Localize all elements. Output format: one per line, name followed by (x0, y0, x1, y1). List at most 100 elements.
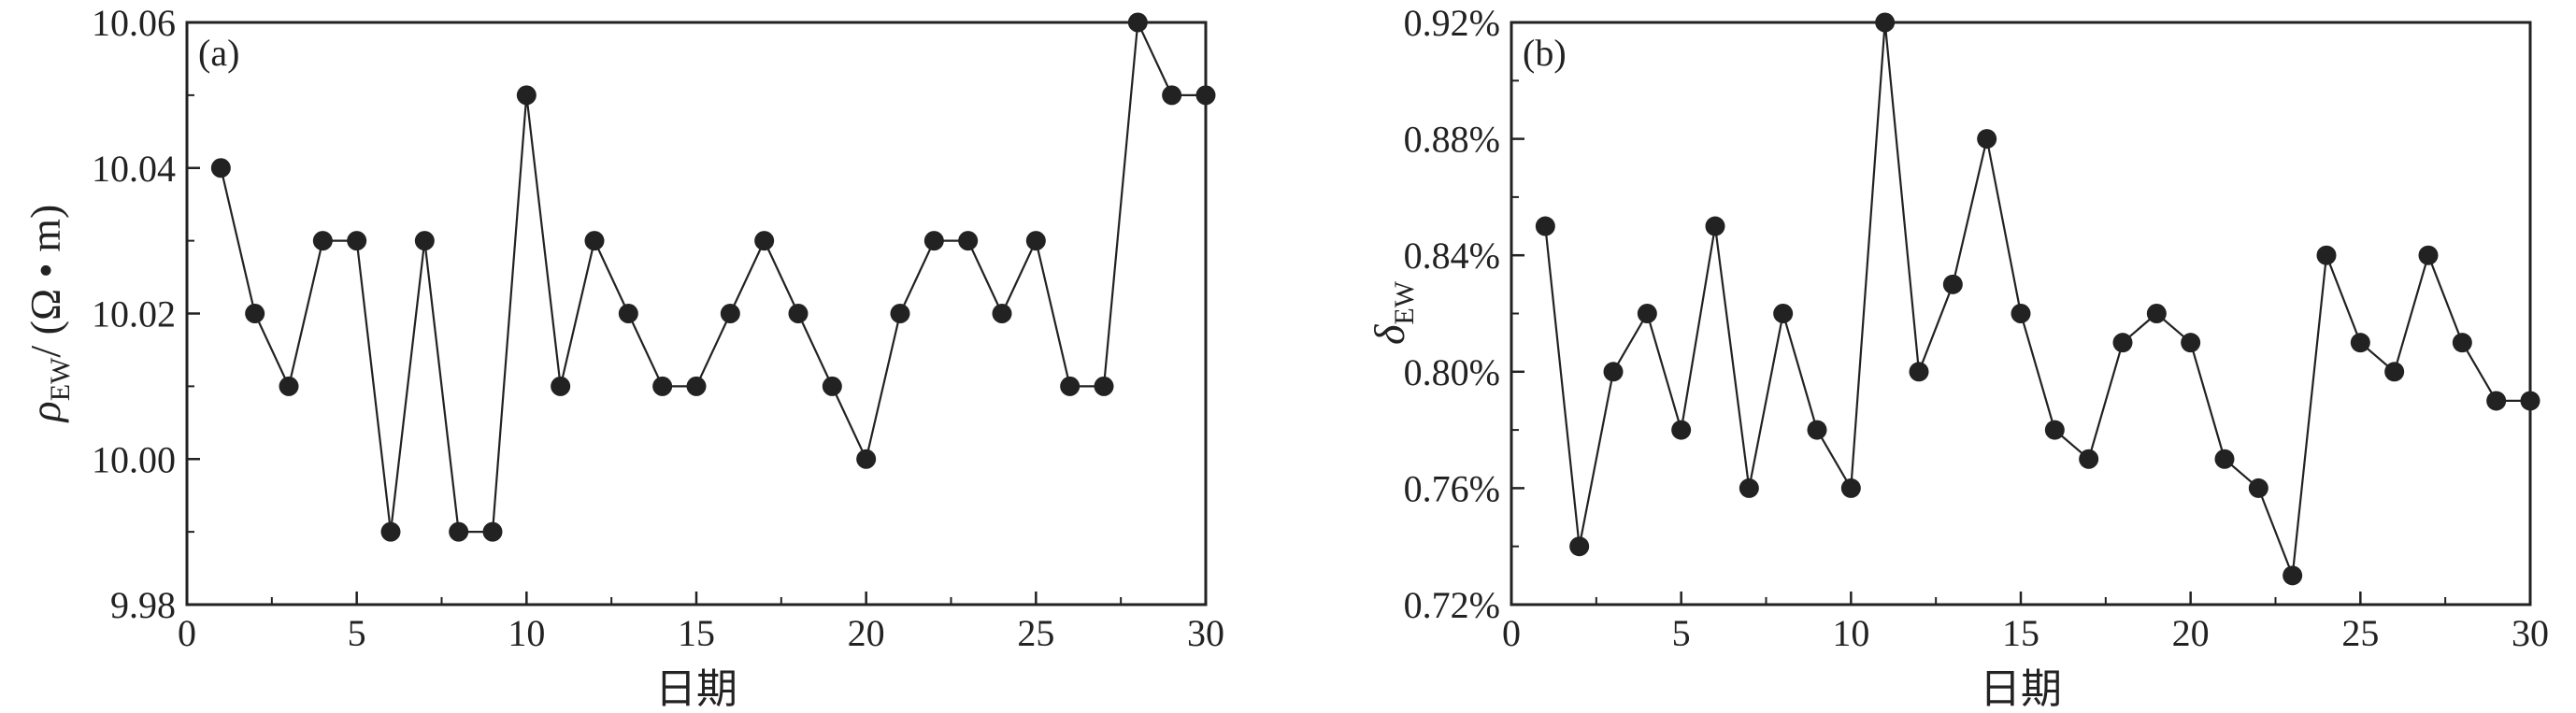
x-tick-label-b: 15 (2002, 612, 2039, 654)
data-point-a (652, 376, 673, 396)
x-tick-label-a: 5 (348, 612, 366, 654)
y-tick-label-b: 0.76% (1404, 467, 1500, 509)
ticks-b: 0 5 10 15 20 25 30 0.72% 0.76% 0.80% 0.84% 0.88% 0.9… (1404, 2, 2549, 654)
chart-panel-b: (b) 日期 δEW 0 5 10 15 20 25 30 0.72% 0.76% 0.80% 0.… (1366, 2, 2549, 713)
data-point-a (856, 449, 877, 469)
data-point-b (1637, 304, 1657, 323)
data-point-b (2044, 420, 2065, 440)
x-tick-label-b: 20 (2172, 612, 2210, 654)
data-point-b (1603, 362, 1624, 382)
data-point-a (584, 231, 605, 251)
data-point-b (1705, 216, 1725, 236)
x-tick-label-a: 0 (178, 612, 196, 654)
x-tick-label-b: 25 (2341, 612, 2379, 654)
data-point-a (210, 158, 231, 178)
y-tick-label-a: 10.06 (92, 2, 176, 44)
x-tick-label-a: 25 (1017, 612, 1054, 654)
y-tick-label-b: 0.80% (1404, 351, 1500, 393)
data-point-b (1535, 216, 1555, 236)
data-point-b (2452, 333, 2472, 353)
panel-label-a: (a) (198, 32, 239, 74)
data-point-b (2079, 449, 2099, 469)
data-point-b (2418, 245, 2439, 265)
data-point-b (1977, 129, 1997, 150)
series-a (210, 12, 1216, 542)
data-point-a (482, 521, 503, 542)
x-tick-label-b: 5 (1672, 612, 1691, 654)
data-point-b (2146, 304, 2167, 323)
x-tick-label-b: 30 (2512, 612, 2549, 654)
series-b (1535, 12, 2540, 586)
x-axis-label-a: 日期 (655, 665, 737, 713)
y-axis-subscript-a: EW (45, 357, 76, 401)
x-tick-label-a: 20 (848, 612, 885, 654)
x-tick-label-a: 30 (1187, 612, 1224, 654)
y-tick-label-b: 0.72% (1404, 584, 1500, 626)
data-point-a (551, 376, 571, 396)
data-point-a (720, 304, 740, 323)
data-point-a (890, 304, 910, 323)
y-tick-label-a: 10.02 (92, 293, 176, 335)
y-axis-label-a: ρEW/ (Ω • m) (21, 205, 76, 424)
x-tick-label-a: 15 (678, 612, 715, 654)
x-tick-label-b: 10 (1832, 612, 1869, 654)
data-point-b (2350, 333, 2370, 353)
y-tick-label-b: 0.88% (1404, 119, 1500, 161)
data-point-b (2486, 391, 2507, 411)
data-point-a (1127, 12, 1148, 33)
y-axis-symbol-b: δ (1366, 324, 1413, 345)
data-point-b (1942, 274, 1963, 294)
chart-panel-a: (a) 日期 ρEW/ (Ω • m) 0 5 10 15 20 25 30 9.98 10.0… (21, 2, 1224, 713)
data-point-a (1195, 85, 1216, 106)
x-axis-label-b: 日期 (1980, 665, 2062, 713)
y-axis-unit-a: / (Ω • m) (21, 205, 69, 358)
data-point-a (380, 521, 401, 542)
data-point-a (279, 376, 299, 396)
data-point-a (1094, 376, 1114, 396)
x-tick-label-b: 0 (1502, 612, 1521, 654)
data-point-a (788, 304, 809, 323)
y-tick-label-b: 0.92% (1404, 2, 1500, 44)
data-point-b (2384, 362, 2405, 382)
data-point-b (2181, 333, 2201, 353)
data-point-b (2520, 391, 2540, 411)
data-point-a (618, 304, 638, 323)
data-point-b (2112, 333, 2133, 353)
data-point-b (1671, 420, 1692, 440)
data-point-b (1807, 420, 1827, 440)
data-point-b (2214, 449, 2235, 469)
data-point-a (822, 376, 842, 396)
data-point-a (414, 231, 435, 251)
data-point-a (958, 231, 979, 251)
data-point-a (312, 231, 333, 251)
data-point-a (1162, 85, 1182, 106)
data-point-b (1875, 12, 1896, 33)
data-point-a (449, 521, 469, 542)
y-tick-label-a: 10.04 (92, 148, 176, 190)
data-point-b (2011, 304, 2031, 323)
data-point-b (1569, 536, 1590, 557)
y-tick-label-b: 0.84% (1404, 235, 1500, 277)
data-point-b (2248, 478, 2268, 498)
y-tick-label-a: 9.98 (110, 584, 176, 626)
data-point-b (2316, 245, 2337, 265)
data-point-a (1025, 231, 1046, 251)
data-point-a (754, 231, 775, 251)
panel-label-b: (b) (1523, 32, 1567, 74)
data-point-a (1060, 376, 1080, 396)
data-point-b (1909, 362, 1929, 382)
data-point-a (516, 85, 537, 106)
y-axis-symbol-a: ρ (21, 401, 69, 423)
data-point-b (2283, 565, 2303, 586)
data-point-a (347, 231, 367, 251)
y-tick-label-a: 10.00 (92, 438, 176, 480)
data-point-a (245, 304, 265, 323)
data-point-b (1739, 478, 1759, 498)
series-line-a (220, 18, 1206, 534)
data-point-b (1840, 478, 1861, 498)
y-axis-label-b: δEW (1366, 280, 1420, 345)
data-point-a (686, 376, 707, 396)
x-tick-label-a: 10 (508, 612, 545, 654)
y-axis-subscript-b: EW (1389, 280, 1420, 324)
